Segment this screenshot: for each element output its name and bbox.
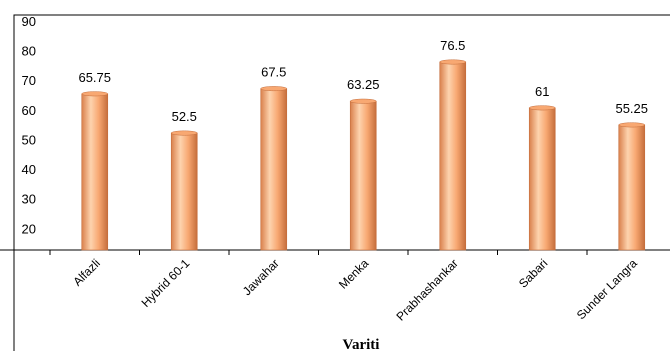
y-tick-label-30: 30 xyxy=(22,192,36,207)
category-labels: Alfazli Hybrid 60-1 Jawahar Menka Prabhashan… xyxy=(70,256,640,324)
x-axis-ticks xyxy=(49,250,588,255)
bar-prabhashankar xyxy=(439,61,467,251)
bar-hybrid-60-1 xyxy=(170,132,198,251)
bar-top-jawahar xyxy=(260,86,287,92)
data-label-sabari: 61 xyxy=(535,84,549,99)
category-label-sunder-langra: Sunder Langra xyxy=(574,256,640,322)
data-label-hybrid-60-1: 52.5 xyxy=(172,109,197,124)
category-label-prabhashankar: Prabhashankar xyxy=(393,256,460,323)
bar-series xyxy=(81,59,646,251)
y-tick-label-50: 50 xyxy=(22,132,36,147)
category-label-sabari: Sabari xyxy=(516,256,550,290)
data-labels: 65.75 52.5 67.5 63.25 76.5 61 55.25 xyxy=(78,38,648,124)
y-tick-label-90: 90 xyxy=(22,14,36,29)
category-label-jawahar: Jawahar xyxy=(240,256,282,298)
y-axis-tick-labels: 20 30 40 50 60 70 80 90 xyxy=(22,14,36,236)
category-label-menka: Menka xyxy=(336,256,372,292)
bar-jawahar xyxy=(260,88,288,251)
y-tick-label-80: 80 xyxy=(22,44,36,59)
bar-alfazli xyxy=(81,93,109,251)
bar-sabari xyxy=(528,107,556,251)
data-label-sunder-langra: 55.25 xyxy=(615,101,648,116)
bar-top-sunder-langra xyxy=(618,122,645,128)
bar-menka xyxy=(349,100,377,251)
bar-top-alfazli xyxy=(81,91,108,97)
data-label-alfazli: 65.75 xyxy=(78,70,111,85)
bar-top-sabari xyxy=(529,105,556,111)
bar-sunder-langra xyxy=(618,124,646,251)
x-axis-title: Variti xyxy=(343,337,380,351)
y-tick-label-60: 60 xyxy=(22,103,36,118)
bar-top-menka xyxy=(350,98,377,104)
category-label-hybrid-60-1: Hybrid 60-1 xyxy=(139,256,193,310)
y-tick-label-70: 70 xyxy=(22,73,36,88)
data-label-prabhashankar: 76.5 xyxy=(440,38,465,53)
y-tick-label-20: 20 xyxy=(22,221,36,236)
data-label-jawahar: 67.5 xyxy=(261,65,286,80)
data-label-menka: 63.25 xyxy=(347,77,380,92)
y-tick-label-40: 40 xyxy=(22,162,36,177)
bar-top-hybrid-60-1 xyxy=(171,130,198,136)
plot-frame xyxy=(13,14,670,351)
category-label-alfazli: Alfazli xyxy=(70,256,103,289)
bar-top-prabhashankar xyxy=(439,59,466,65)
